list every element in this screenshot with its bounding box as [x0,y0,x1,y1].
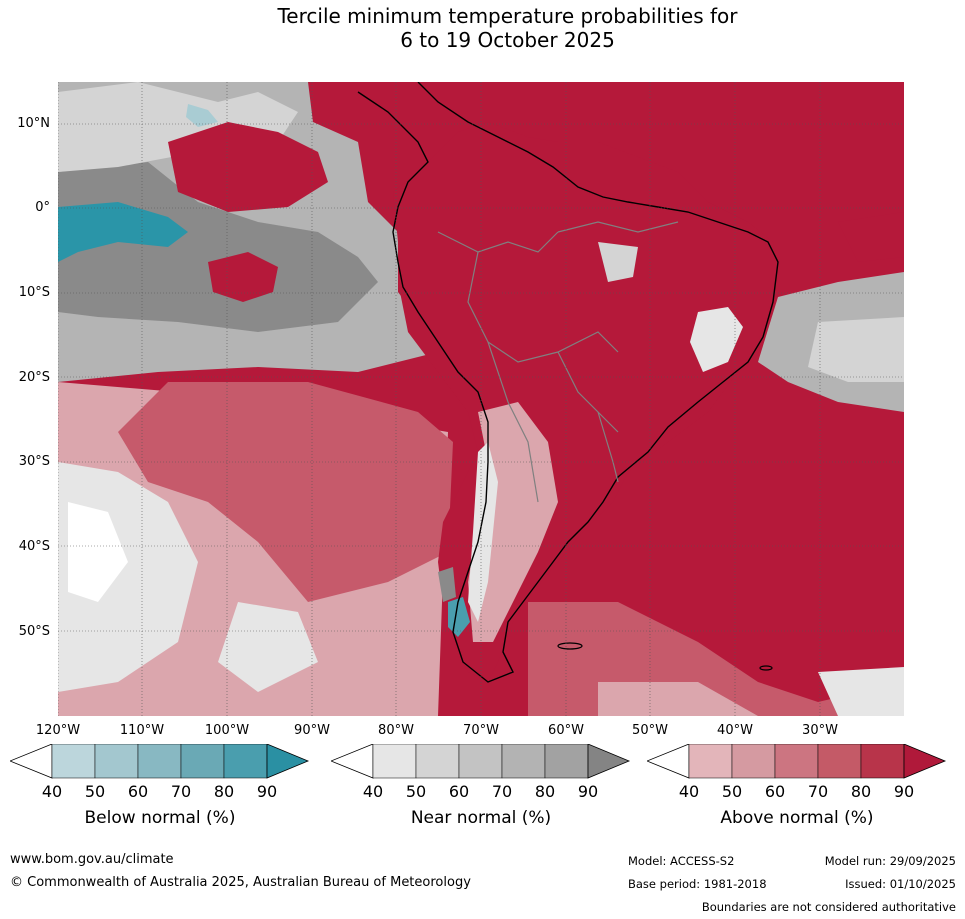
near-tick-60: 60 [448,782,470,801]
title-line-2: 6 to 19 October 2025 [400,28,615,52]
south-america-coastline [357,82,779,683]
forecast-map [58,82,904,716]
colorbar-below-normal [10,744,310,779]
above-tick-90: 90 [893,782,915,801]
below-normal-region-pacific [58,202,188,262]
title-line-1: Tercile minimum temperature probabilitie… [277,4,738,28]
lon-label-30w: 30°W [802,723,838,738]
colorbar-below-seg-2 [94,744,139,779]
lon-label-80w: 80°W [378,723,414,738]
colorbar-below-seg-1 [51,744,96,779]
below-normal-light-edge [186,104,218,127]
lat-label-10n: 10°N [17,116,50,131]
lat-label-20s: 20°S [18,370,50,385]
above-normal-patch-pacific-north [168,122,328,212]
colorbar-above-normal [647,744,947,779]
above-normal-patch-pacific-mid [208,252,278,302]
footer-model: Model: ACCESS-S2 [628,854,735,868]
colorbar-near-start [331,744,374,779]
above-normal-mid-southeast-pacific [118,382,453,602]
near-normal-light-south-pacific-2 [218,602,318,692]
footer-url: www.bom.gov.au/climate [10,852,174,867]
near-normal-land-brazil [690,307,743,372]
map-svg [58,82,904,716]
near-normal-light-region [58,82,298,172]
near-normal-dark-region [58,162,378,332]
lat-label-40s: 40°S [18,539,50,554]
footer-base-period: Base period: 1981-2018 [628,877,767,891]
colorbar-near-seg-5 [544,744,589,779]
near-tick-70: 70 [491,782,513,801]
colorbar-above-seg-5 [860,744,905,779]
above-normal-title: Above normal (%) [720,808,874,828]
lon-label-120w: 120°W [35,723,81,738]
below-tick-90: 90 [256,782,278,801]
above-tick-80: 80 [850,782,872,801]
map-gridlines [58,82,904,716]
colorbar-near-seg-3 [458,744,503,779]
above-normal-light-south-atlantic [598,682,758,716]
above-tick-40: 40 [678,782,700,801]
colorbar-near-seg-2 [415,744,460,779]
lon-label-50w: 50°W [632,723,668,738]
lon-label-40w: 40°W [717,723,753,738]
colorbar-below-seg-3 [137,744,182,779]
falkland-islands [557,642,583,650]
below-tick-70: 70 [170,782,192,801]
colorbar-below-seg-4 [180,744,225,779]
colorbar-below-start [10,744,53,779]
lat-label-30s: 30°S [18,454,50,469]
above-tick-70: 70 [807,782,829,801]
footer-model-run: Model run: 29/09/2025 [824,854,956,868]
near-normal-light-atlantic [808,317,904,382]
below-tick-80: 80 [213,782,235,801]
colorbar-above-seg-3 [774,744,819,779]
lat-label-10s: 10°S [18,285,50,300]
lon-label-90w: 90°W [294,723,330,738]
near-tick-50: 50 [405,782,427,801]
above-tick-50: 50 [721,782,743,801]
south-georgia-island [759,665,773,671]
colorbar-below-seg-5 [223,744,268,779]
chart-title: Tercile minimum temperature probabilitie… [0,4,965,52]
near-normal-dark-land-patagonia [438,567,456,602]
colorbar-below-end [266,744,310,779]
lon-label-60w: 60°W [548,723,584,738]
near-normal-light-south-atlantic [818,667,904,716]
colorbar-above-seg-4 [817,744,862,779]
above-normal-patch-atlantic [838,212,904,262]
white-region-south-pacific [68,502,128,602]
lon-label-70w: 70°W [463,723,499,738]
footer-issued: Issued: 01/10/2025 [845,877,956,891]
near-normal-land-andes [468,442,498,622]
below-tick-60: 60 [127,782,149,801]
below-normal-title: Below normal (%) [84,808,236,828]
below-tick-40: 40 [41,782,63,801]
lon-label-100w: 100°W [204,723,250,738]
near-tick-90: 90 [577,782,599,801]
lat-label-50s: 50°S [18,624,50,639]
near-tick-40: 40 [362,782,384,801]
colorbar-near-end [587,744,631,779]
colorbar-near-normal [331,744,631,779]
colorbar-above-end [903,744,947,779]
near-normal-title: Near normal (%) [410,808,552,828]
colorbar-above-seg-1 [688,744,733,779]
below-tick-50: 50 [84,782,106,801]
near-normal-land-amazon [598,242,638,282]
near-tick-80: 80 [534,782,556,801]
colorbar-above-seg-2 [731,744,776,779]
colorbar-near-seg-1 [372,744,417,779]
footer-copyright: © Commonwealth of Australia 2025, Austra… [10,875,471,890]
colorbar-above-start [647,744,690,779]
footer-disclaimer: Boundaries are not considered authoritat… [701,900,956,914]
above-tick-60: 60 [764,782,786,801]
lat-label-0: 0° [35,200,50,215]
lon-label-110w: 110°W [119,723,165,738]
colorbar-near-seg-4 [501,744,546,779]
